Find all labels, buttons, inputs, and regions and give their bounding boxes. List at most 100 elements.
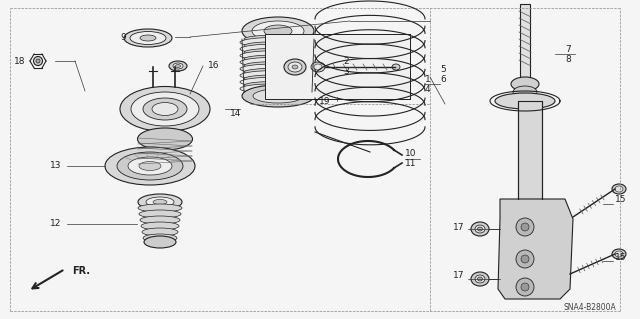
Ellipse shape	[314, 64, 322, 70]
Text: 19: 19	[319, 97, 331, 106]
Ellipse shape	[105, 147, 195, 185]
Text: 13: 13	[50, 161, 61, 170]
Ellipse shape	[615, 251, 623, 257]
Ellipse shape	[244, 68, 312, 76]
Bar	[520, 4, 530, 84]
Ellipse shape	[252, 21, 304, 41]
Ellipse shape	[240, 51, 316, 61]
Circle shape	[516, 250, 534, 268]
Text: 8: 8	[565, 55, 571, 63]
Ellipse shape	[495, 93, 555, 109]
Bar	[265, 34, 410, 99]
Ellipse shape	[240, 77, 316, 87]
Text: 5: 5	[440, 64, 445, 73]
Ellipse shape	[511, 77, 539, 91]
Ellipse shape	[152, 102, 178, 115]
Ellipse shape	[142, 228, 178, 236]
Ellipse shape	[244, 75, 312, 83]
Text: 16: 16	[208, 62, 220, 70]
Ellipse shape	[292, 65, 298, 69]
Ellipse shape	[477, 227, 483, 231]
Text: 18: 18	[14, 56, 26, 65]
Ellipse shape	[612, 184, 626, 194]
Ellipse shape	[144, 236, 176, 248]
Ellipse shape	[138, 128, 193, 150]
Ellipse shape	[138, 194, 182, 210]
Ellipse shape	[240, 64, 316, 74]
Ellipse shape	[244, 35, 312, 43]
Circle shape	[516, 218, 534, 236]
Ellipse shape	[244, 41, 312, 50]
Ellipse shape	[253, 89, 303, 103]
Ellipse shape	[471, 272, 489, 286]
Text: 7: 7	[565, 44, 571, 54]
Text: 11: 11	[405, 160, 417, 168]
Ellipse shape	[244, 55, 312, 63]
Ellipse shape	[284, 59, 306, 75]
Ellipse shape	[264, 25, 292, 37]
Text: 10: 10	[405, 150, 417, 159]
Ellipse shape	[169, 61, 187, 71]
Ellipse shape	[242, 85, 314, 107]
Bar	[265, 34, 410, 99]
Ellipse shape	[128, 157, 172, 175]
Ellipse shape	[131, 92, 199, 126]
Ellipse shape	[139, 210, 181, 218]
Circle shape	[521, 223, 529, 231]
Ellipse shape	[143, 98, 187, 120]
Circle shape	[521, 283, 529, 291]
Ellipse shape	[615, 186, 623, 192]
Ellipse shape	[471, 222, 489, 236]
Text: 4: 4	[425, 85, 431, 93]
Ellipse shape	[173, 63, 183, 69]
Ellipse shape	[242, 17, 314, 45]
Ellipse shape	[477, 277, 483, 281]
Ellipse shape	[612, 249, 626, 259]
Text: 17: 17	[453, 271, 465, 280]
Ellipse shape	[475, 275, 485, 283]
Ellipse shape	[244, 48, 312, 56]
Ellipse shape	[141, 222, 179, 230]
Ellipse shape	[240, 44, 316, 54]
Ellipse shape	[240, 84, 316, 94]
Text: 15: 15	[615, 195, 627, 204]
Ellipse shape	[392, 64, 400, 70]
Ellipse shape	[244, 62, 312, 70]
Text: 17: 17	[453, 222, 465, 232]
Text: FR.: FR.	[72, 266, 90, 276]
Ellipse shape	[120, 86, 210, 131]
Ellipse shape	[117, 152, 183, 180]
Ellipse shape	[146, 197, 174, 207]
Bar	[518, 101, 542, 199]
Text: 14: 14	[230, 109, 241, 118]
Circle shape	[516, 278, 534, 296]
Ellipse shape	[244, 81, 312, 89]
Ellipse shape	[240, 37, 316, 47]
Ellipse shape	[140, 35, 156, 41]
Ellipse shape	[288, 62, 302, 72]
Ellipse shape	[33, 56, 42, 65]
Ellipse shape	[175, 64, 180, 68]
Ellipse shape	[143, 234, 177, 242]
Text: 15: 15	[615, 253, 627, 262]
Text: 2: 2	[343, 57, 349, 66]
Polygon shape	[498, 199, 573, 299]
Ellipse shape	[139, 161, 161, 170]
Circle shape	[521, 255, 529, 263]
Ellipse shape	[513, 86, 537, 98]
Text: 1: 1	[425, 75, 431, 84]
Ellipse shape	[124, 29, 172, 47]
Ellipse shape	[475, 225, 485, 233]
Ellipse shape	[240, 70, 316, 80]
Ellipse shape	[140, 216, 180, 224]
Ellipse shape	[138, 204, 182, 212]
Text: 6: 6	[440, 75, 445, 84]
Ellipse shape	[311, 62, 325, 72]
Ellipse shape	[240, 57, 316, 67]
Ellipse shape	[153, 199, 167, 204]
Text: 12: 12	[50, 219, 61, 228]
Ellipse shape	[130, 32, 166, 44]
Text: 9: 9	[120, 33, 125, 41]
Ellipse shape	[36, 59, 40, 63]
Text: 3: 3	[343, 68, 349, 77]
